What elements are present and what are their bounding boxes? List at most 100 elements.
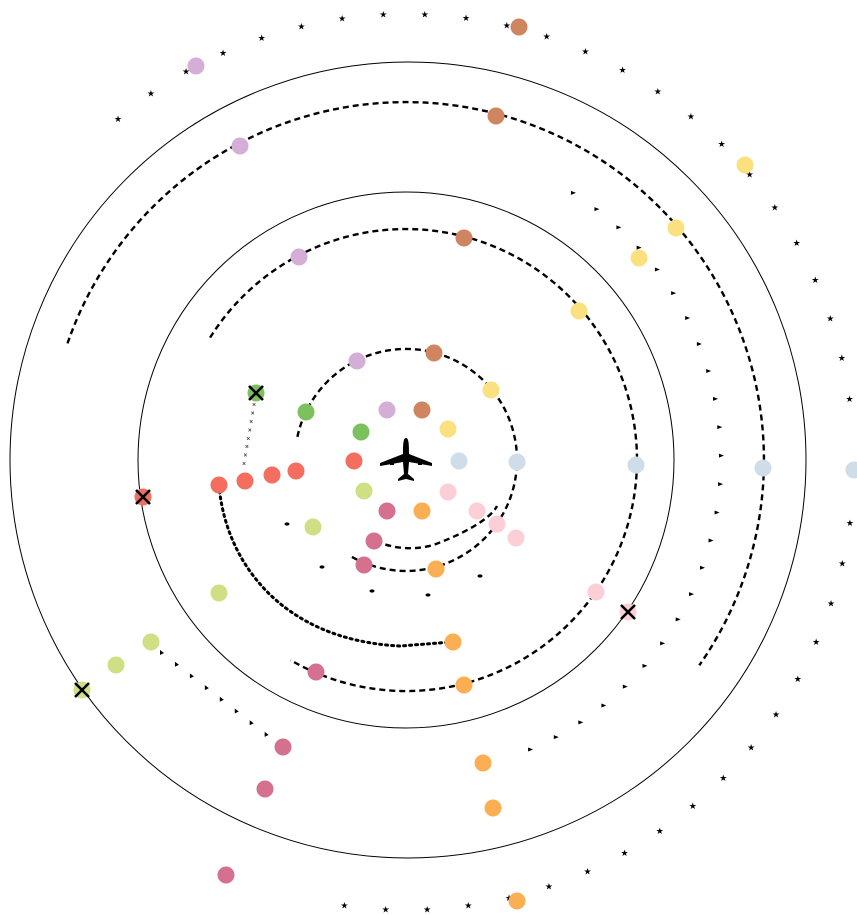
trail-marker (622, 684, 628, 689)
crash-icon (73, 681, 91, 699)
trail-marker (264, 731, 269, 737)
trail-marker (700, 565, 706, 570)
trail-marker (713, 396, 719, 401)
waypoint-red (236, 472, 254, 490)
waypoint-orange (484, 799, 502, 817)
trail-marker (189, 673, 194, 679)
trail-marker (553, 735, 559, 740)
waypoint-green (352, 423, 370, 441)
trail-star: ★ (423, 906, 431, 915)
trail-star: ★ (258, 34, 266, 44)
trail-x: × (246, 436, 250, 443)
trail-star: ★ (462, 14, 470, 24)
trail-star: ★ (845, 395, 853, 405)
waypoint-lime (355, 482, 373, 500)
trail-marker (578, 720, 584, 725)
waypoint-orange (427, 560, 445, 578)
waypoint-brown (455, 229, 473, 247)
trail-dot (477, 574, 483, 578)
crash-icon (247, 384, 265, 402)
waypoint-pink (507, 529, 525, 547)
trail-x: × (251, 411, 255, 418)
trail-star: ★ (689, 802, 697, 812)
trail-marker (714, 510, 720, 515)
orbit-dashed-2 (209, 227, 639, 693)
waypoint-purple (348, 352, 366, 370)
orbit-inner-tail (375, 505, 499, 550)
trail-marker (636, 245, 642, 250)
trail-marker (660, 641, 666, 646)
waypoint-lime (107, 656, 125, 674)
trail-star: ★ (846, 519, 854, 529)
trail-star: ★ (297, 22, 305, 32)
trail-star: ★ (827, 599, 835, 609)
waypoint-yellow (630, 249, 648, 267)
waypoint-yellow (439, 420, 457, 438)
trail-x: × (248, 427, 252, 434)
trail-star: ★ (718, 140, 726, 150)
trail-star: ★ (182, 68, 190, 78)
orbit-dotted (217, 483, 454, 648)
trail-marker (718, 453, 724, 458)
trail-star: ★ (464, 902, 472, 912)
trail-dot (319, 565, 325, 569)
waypoint-purple (378, 401, 396, 419)
trail-star: ★ (793, 239, 801, 249)
waypoint-red (287, 462, 305, 480)
trail-star: ★ (219, 49, 227, 59)
trail-marker (528, 747, 534, 752)
crash-marker-layer (73, 384, 637, 699)
trail-marker (671, 291, 677, 296)
trail-star: ★ (503, 21, 511, 31)
trail-star: ★ (838, 354, 846, 364)
trail-star: ★ (621, 849, 629, 859)
waypoint-red (210, 476, 228, 494)
waypoint-orange (474, 754, 492, 772)
trail-marker (219, 696, 224, 702)
waypoint-green (297, 403, 315, 421)
waypoint-orange (508, 892, 526, 910)
waypoint-layer (107, 18, 857, 910)
waypoint-magenta (365, 532, 383, 550)
trail-star: ★ (794, 675, 802, 685)
waypoint-yellow (570, 302, 588, 320)
crash-icon (619, 603, 637, 621)
waypoint-magenta (307, 663, 325, 681)
waypoint-purple (187, 57, 205, 75)
waypoint-lightblue (754, 459, 772, 477)
trail-dot (369, 589, 375, 593)
cross-icon (248, 385, 264, 401)
trail-star: ★ (581, 47, 589, 57)
waypoint-orange (455, 676, 473, 694)
waypoint-purple (290, 248, 308, 266)
crash-icon (134, 488, 152, 506)
waypoint-magenta (256, 780, 274, 798)
trail-star: ★ (772, 710, 780, 720)
waypoint-lightblue (508, 453, 526, 471)
trail-marker (160, 650, 164, 655)
trail-marker (570, 190, 576, 195)
waypoint-lime (210, 584, 228, 602)
waypoint-red (345, 452, 363, 470)
flight-path-layer: ★ ★ ★ ★ ★ ★ ★ ★ ★ ★ ★ ★ ★ ★ ★ ★ ★ ★ ★ ★ ★ ★ ★ ★ ★ ★ ★ ★ ★ ★ ★ ★ ★ ★ ★ ★ ★ ★ ★ ★… (66, 10, 854, 915)
trail-x: × (243, 453, 247, 460)
waypoint-magenta (274, 738, 292, 756)
trail-marker (642, 663, 648, 668)
trail-star: ★ (583, 868, 591, 878)
trail-star: ★ (771, 204, 779, 214)
trail-marker (696, 342, 702, 347)
waypoint-pink (439, 483, 457, 501)
trail-star: ★ (656, 827, 664, 837)
trail-marker (249, 720, 254, 726)
waypoint-brown (413, 401, 431, 419)
trail-marker (708, 538, 714, 543)
waypoint-brown (510, 18, 528, 36)
trail-x: × (242, 461, 246, 468)
trail-star: ★ (338, 15, 346, 25)
trail-marker (675, 617, 681, 622)
waypoint-red (263, 466, 281, 484)
trail-star: ★ (654, 87, 662, 97)
trail-star: ★ (382, 906, 390, 915)
waypoint-orange (413, 502, 431, 520)
trail-star: ★ (747, 744, 755, 754)
